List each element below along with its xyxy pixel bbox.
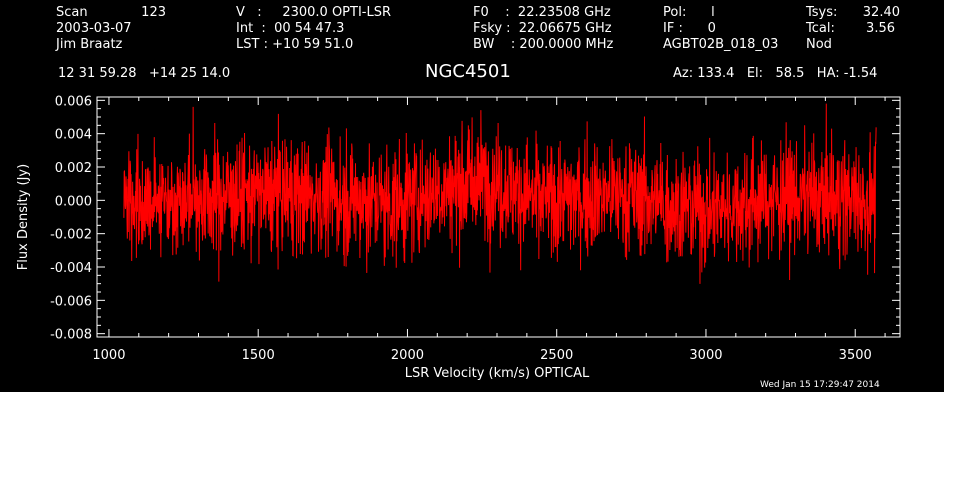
x-tick-label: 3000 xyxy=(689,348,722,363)
fsky-line: Fsky : 22.06675 GHz xyxy=(473,21,612,36)
bandwidth-line: BW : 200.0000 MHz xyxy=(473,37,614,52)
f0-line: F0 : 22.23508 GHz xyxy=(473,5,611,20)
observer: Jim Braatz xyxy=(56,37,123,52)
integration-line: Int : 00 54 47.3 xyxy=(236,21,345,36)
y-tick-label: 0.006 xyxy=(55,94,92,109)
y-tick-label: -0.006 xyxy=(50,294,92,309)
lst-line: LST : +10 59 51.0 xyxy=(236,37,354,52)
y-tick-label: 0.000 xyxy=(55,194,92,209)
tcal-label: Tcal: xyxy=(806,21,835,36)
if-line: IF : 0 xyxy=(663,21,716,36)
plot-timestamp: Wed Jan 15 17:29:47 2014 xyxy=(760,380,880,390)
tsys-value: 32.40 xyxy=(862,5,900,20)
source-coordinates: 12 31 59.28 +14 25 14.0 xyxy=(58,66,231,81)
obs-date: 2003-03-07 xyxy=(56,21,132,36)
y-tick-label: 0.002 xyxy=(55,161,92,176)
spectrum-series-line xyxy=(123,103,877,284)
x-axis-label: LSR Velocity (km/s) OPTICAL xyxy=(405,366,590,381)
x-tick-label: 3500 xyxy=(839,348,872,363)
tsys-label: Tsys: xyxy=(806,5,838,20)
y-tick-label: 0.004 xyxy=(55,128,92,143)
y-tick-label: -0.004 xyxy=(50,261,92,276)
scan-value: 123 xyxy=(141,5,166,20)
series-layer xyxy=(123,103,877,284)
x-tick-label: 2000 xyxy=(391,348,424,363)
velocity-line: V : 2300.0 OPTI-LSR xyxy=(236,5,392,20)
obs-mode: Nod xyxy=(806,37,832,52)
pointing-info: Az: 133.4 El: 58.5 HA: -1.54 xyxy=(673,66,878,81)
y-tick-label: -0.008 xyxy=(50,328,92,343)
x-tick-label: 2500 xyxy=(540,348,573,363)
y-axis-label: Flux Density (Jy) xyxy=(16,164,31,270)
ticks-layer: 1000 1500 2000 2500 3000 3500 -0.008 -0.006 -0.0… xyxy=(50,94,900,363)
tcal-value: 3.56 xyxy=(866,21,895,36)
spectrum-chart: 1000 1500 2000 2500 3000 3500 -0.008 -0.006 -0.0… xyxy=(16,94,901,381)
pol-line: Pol: l xyxy=(663,5,715,20)
x-tick-label: 1000 xyxy=(92,348,125,363)
project-id: AGBT02B_018_03 xyxy=(663,37,779,52)
x-tick-label: 1500 xyxy=(242,348,275,363)
scan-label: Scan xyxy=(56,5,88,20)
y-tick-label: -0.002 xyxy=(50,228,92,243)
source-name: NGC4501 xyxy=(425,61,511,82)
